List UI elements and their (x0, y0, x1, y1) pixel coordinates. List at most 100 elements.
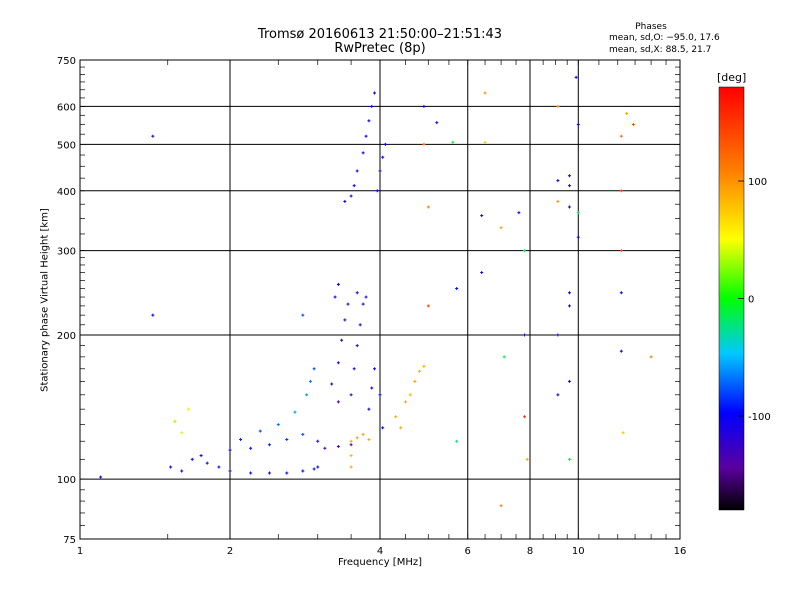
data-point (451, 140, 455, 144)
data-point (373, 367, 377, 371)
data-point (308, 379, 312, 383)
data-point (349, 454, 353, 458)
data-point (364, 134, 368, 138)
data-point (186, 407, 190, 411)
data-point (364, 295, 368, 299)
data-point (285, 438, 289, 442)
data-point (567, 205, 571, 209)
data-point (556, 393, 560, 397)
data-point (258, 429, 262, 433)
data-point (567, 304, 571, 308)
data-point (333, 295, 337, 299)
data-point (499, 226, 503, 230)
data-point (267, 471, 271, 475)
data-point (336, 444, 340, 448)
data-point (574, 75, 578, 79)
data-point (480, 271, 484, 275)
data-point (355, 291, 359, 295)
data-point (399, 426, 403, 430)
data-point (190, 457, 194, 461)
data-point (370, 386, 374, 390)
y-tick-label: 100 (57, 475, 76, 486)
data-point (361, 432, 365, 436)
data-point (336, 361, 340, 365)
data-point (576, 123, 580, 127)
data-point (349, 194, 353, 198)
data-point (349, 439, 353, 443)
data-point (408, 393, 412, 397)
data-point (355, 436, 359, 440)
data-point (567, 457, 571, 461)
x-tick-label: 8 (527, 546, 533, 557)
data-point (336, 400, 340, 404)
data-point (173, 419, 177, 423)
colorbar-tick-label: -100 (748, 412, 771, 423)
data-point (367, 119, 371, 123)
phases-header: Phases (635, 22, 667, 32)
data-point (301, 313, 305, 317)
data-point (413, 379, 417, 383)
data-point (205, 461, 209, 465)
data-point (180, 431, 184, 435)
data-point (403, 400, 407, 404)
data-point (99, 475, 103, 479)
data-point (276, 423, 280, 427)
data-point (619, 249, 623, 253)
y-tick-label: 75 (63, 535, 76, 546)
data-point (567, 174, 571, 178)
data-point (352, 367, 356, 371)
data-point (435, 121, 439, 125)
data-point (217, 465, 221, 469)
data-point (523, 249, 527, 253)
x-axis-label: Frequency [MHz] (337, 557, 423, 568)
data-point (330, 382, 334, 386)
data-point (312, 367, 316, 371)
y-tick-label: 500 (57, 140, 76, 151)
data-point (480, 214, 484, 218)
data-point (556, 104, 560, 108)
data-point (378, 393, 382, 397)
data-point (426, 304, 430, 308)
data-point (228, 448, 232, 452)
data-point (370, 104, 374, 108)
data-point (523, 415, 527, 419)
data-point (285, 471, 289, 475)
chart-title: Tromsø 20160613 21:50:00–21:51:43 (257, 27, 503, 42)
data-point (422, 142, 426, 146)
y-tick-label: 600 (57, 102, 76, 113)
x-tick-label: 10 (572, 546, 585, 557)
x-tick-label: 4 (377, 546, 383, 557)
data-point (355, 344, 359, 348)
data-point (199, 454, 203, 458)
data-point (316, 465, 320, 469)
data-point (525, 457, 529, 461)
data-point (367, 438, 371, 442)
x-tick-label: 6 (465, 546, 471, 557)
data-point (483, 91, 487, 95)
phases-x-stats: mean, sd,X: 88.5, 21.7 (609, 45, 712, 55)
data-point (619, 189, 623, 193)
y-tick-label: 750 (57, 56, 76, 67)
data-point (343, 318, 347, 322)
data-point (267, 443, 271, 447)
data-point (422, 364, 426, 368)
data-point (523, 333, 527, 337)
data-point (517, 211, 521, 215)
data-point (383, 142, 387, 146)
data-point (367, 407, 371, 411)
data-point (373, 91, 377, 95)
data-point (417, 369, 421, 373)
data-point (343, 199, 347, 203)
data-point (649, 355, 653, 359)
data-point (358, 323, 362, 327)
data-point (576, 211, 580, 215)
data-point (352, 184, 356, 188)
data-point (180, 469, 184, 473)
colorbar-tick-label: 0 (748, 295, 754, 306)
data-point (619, 291, 623, 295)
data-point (355, 169, 359, 173)
data-point (249, 471, 253, 475)
data-point (349, 465, 353, 469)
data-point (346, 302, 350, 306)
data-point (556, 333, 560, 337)
